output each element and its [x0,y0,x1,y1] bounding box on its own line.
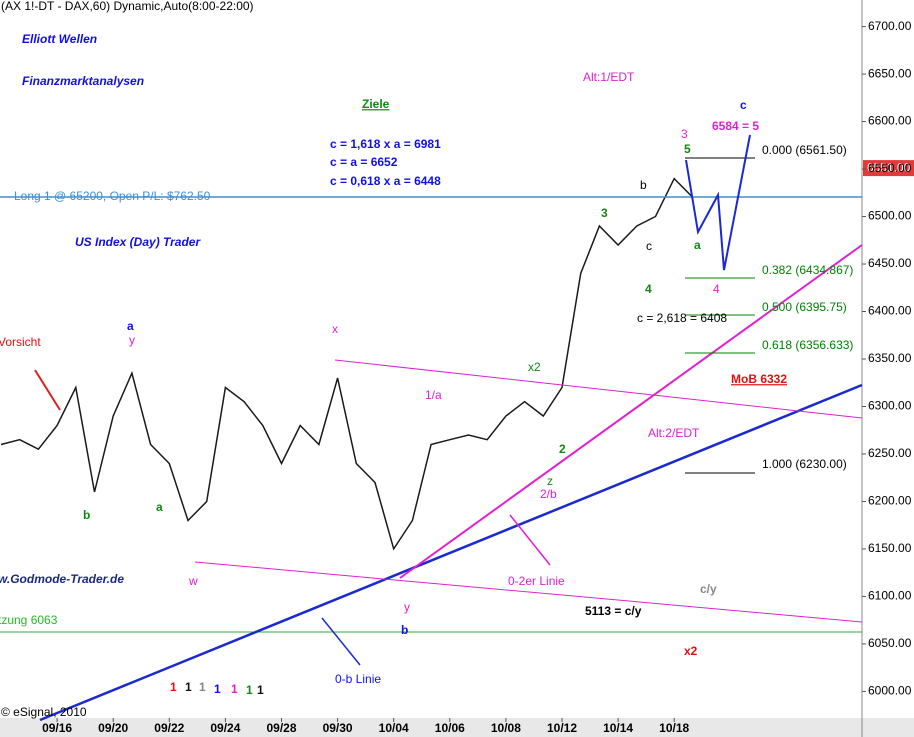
annotation: Ziele [362,97,390,111]
arrow [321,617,361,666]
y-tick-label: 6000.00 [868,684,912,698]
fib-label: 0.500 (6395.75) [762,300,847,314]
copyright: © eSignal, 2010 [1,705,87,719]
annotation: 5113 = c/y [585,604,642,618]
annotation: MoB 6332 [731,372,787,386]
x-tick-label: 10/14 [603,721,633,735]
fib-label: 0.382 (6434.867) [762,263,853,277]
y-tick-label: 6050.00 [868,636,912,650]
brand: Finanzmarktanalysen [22,74,144,88]
wave-label: 4 [713,282,720,296]
wave-label: c [646,239,652,253]
count: 1 [199,680,206,694]
x-tick-label: 09/20 [98,721,128,735]
fib-label: 0.618 (6356.633) [762,338,853,352]
wave-label: c [740,98,747,112]
trend-line-0b [39,383,863,722]
annotation: Vorsicht [0,335,41,349]
count: 1 [214,682,221,696]
trend-line-02 [399,244,863,579]
x-axis-band [0,718,914,737]
wave-label: x2 [528,360,541,374]
x-tick-label: 10/06 [435,721,465,735]
brand: US Index (Day) Trader [75,235,201,249]
y-tick-label: 6700.00 [868,19,912,33]
y-tick-label: 6250.00 [868,446,912,460]
wave-label: 4 [645,282,652,296]
wave-label: 1/a [425,388,442,402]
wave-label: 5 [684,142,691,156]
wave-label: x [332,322,338,336]
y-tick-label: 6450.00 [868,256,912,270]
count: 1 [231,682,238,696]
website: w.Godmode-Trader.de [0,572,124,586]
x-tick-label: 09/22 [154,721,184,735]
x-tick-label: 09/28 [266,721,296,735]
annotation: c = a = 6652 [330,155,398,169]
arrow [34,369,61,411]
wave-label: z [547,474,553,488]
y-tick-label: 6500.00 [868,209,912,223]
wave-label: y [129,333,135,347]
wave-label: 2 [559,442,566,456]
y-tick-label: 6350.00 [868,351,912,365]
annotation: 6584 = 5 [712,119,759,133]
wave-label: b [401,623,408,637]
wave-label: a [127,319,134,333]
wave-label: 2/b [540,487,557,501]
x-tick-label: 10/12 [547,721,577,735]
annotation: tzung 6063 [0,613,58,627]
channel-line [334,359,863,419]
count: 1 [246,683,253,697]
wave-label: a [694,238,701,252]
position-label: Long 1 @ 65200, Open P/L: $762.50 [14,189,211,203]
y-tick-label: 6100.00 [868,589,912,603]
price-line [0,177,694,551]
brand: Elliott Wellen [22,32,97,46]
arrow [509,514,551,566]
annotation: c = 2,618 = 6408 [637,311,727,325]
wave-label: y [404,600,410,614]
y-tick-label: 6650.00 [868,66,912,80]
price-tag [863,160,914,177]
fib-label: 0.000 (6561.50) [762,143,847,157]
x-tick-label: 09/30 [323,721,353,735]
wave-label: 3 [681,127,688,141]
annotation: c/y [700,582,717,596]
wave-label: 3 [601,206,608,220]
annotation: Alt:2/EDT [648,426,700,440]
price-tag-label: 6551.00 [867,160,911,174]
annotation: 0-2er Linie [508,574,565,588]
fib-label: 1.000 (6230.00) [762,457,847,471]
wave-label: a [156,500,163,514]
y-tick-label: 6300.00 [868,399,912,413]
annotation: c = 1,618 x a = 6981 [330,137,441,151]
wave-label: w [188,574,198,588]
count: 1 [185,680,192,694]
wave-label: b [83,508,90,522]
channel-line [194,561,863,623]
wave-label: b [640,178,647,192]
annotation: x2 [684,644,698,658]
y-tick-label: 6600.00 [868,114,912,128]
annotation: c = 0,618 x a = 6448 [330,174,441,188]
y-tick-label: 6150.00 [868,541,912,555]
count: 1 [257,683,264,697]
annotation: Alt:1/EDT [583,70,635,84]
y-tick-label: 6200.00 [868,494,912,508]
header: (AX 1!-DT - DAX,60) Dynamic,Auto(8:00-22… [1,0,254,13]
x-tick-label: 09/24 [210,721,240,735]
annotation: 0-b Linie [335,672,381,686]
count: 1 [170,680,177,694]
y-tick-label: 6400.00 [868,304,912,318]
x-tick-label: 09/16 [42,721,72,735]
x-tick-label: 10/18 [659,721,689,735]
y-tick-label: 6550.00 [868,161,912,175]
x-tick-label: 10/04 [379,721,409,735]
projection [685,134,751,271]
x-tick-label: 10/08 [491,721,521,735]
